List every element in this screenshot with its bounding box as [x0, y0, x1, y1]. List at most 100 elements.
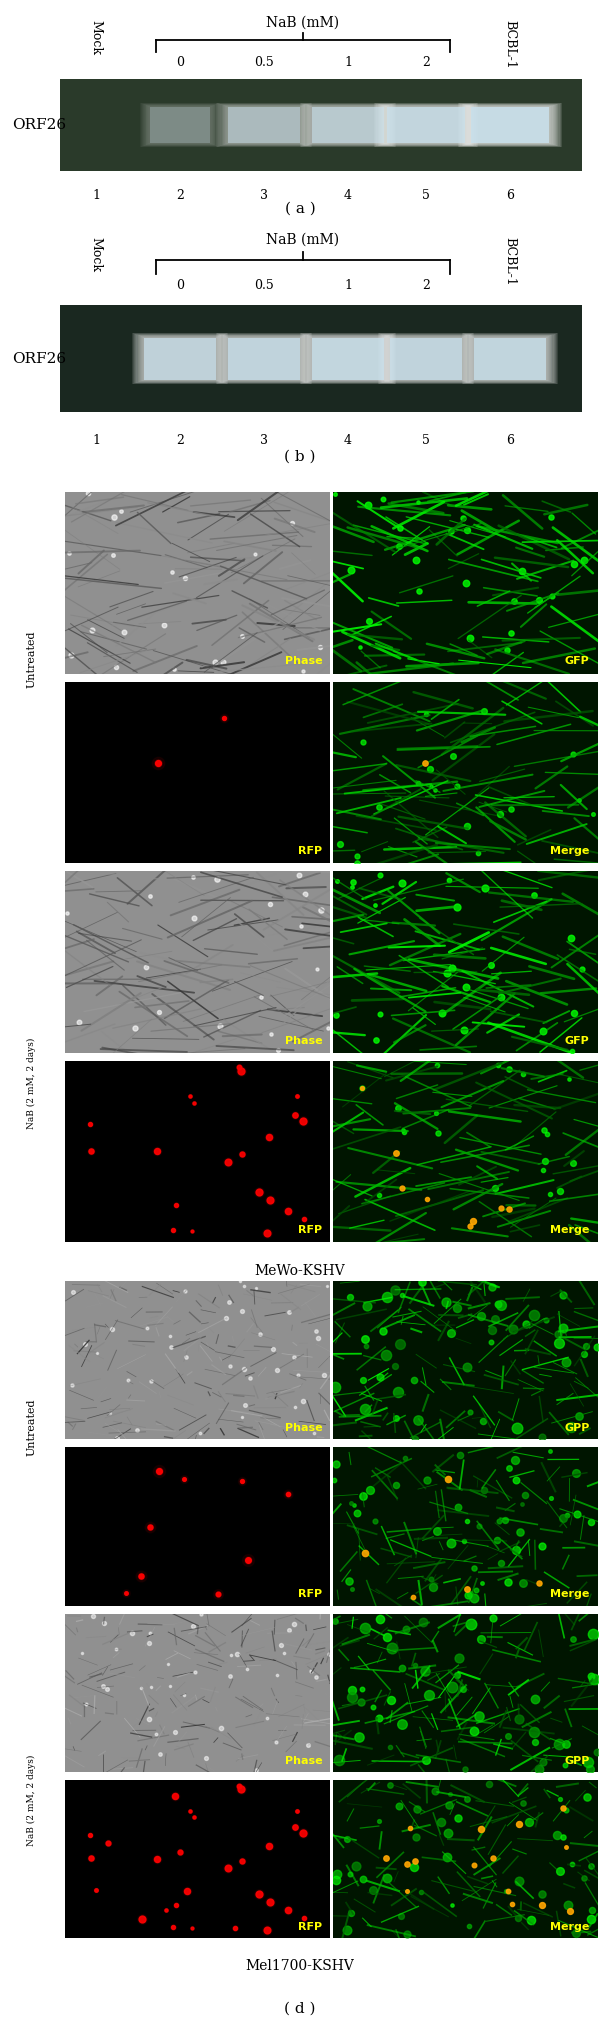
Point [552, 1819, 562, 1852]
Point [503, 1721, 513, 1753]
Point [224, 1285, 234, 1317]
Bar [308, 337, 388, 381]
Point [534, 583, 544, 615]
Bar [464, 105, 556, 145]
Point [386, 1684, 395, 1716]
Point [394, 1789, 404, 1821]
Point [391, 1136, 401, 1168]
Point [442, 1287, 451, 1319]
Point [290, 1390, 300, 1422]
Point [292, 1795, 301, 1827]
Point [171, 1890, 181, 1922]
Text: Untreated: Untreated [26, 1398, 37, 1456]
Point [409, 1363, 418, 1396]
Point [298, 1384, 308, 1416]
Point [223, 1852, 233, 1884]
Bar [224, 105, 304, 145]
Bar [466, 335, 554, 383]
Bar [225, 337, 303, 381]
Point [455, 1438, 465, 1470]
Point [213, 1577, 223, 1610]
Point [399, 1115, 409, 1148]
Point [514, 1807, 524, 1840]
Point [234, 1051, 244, 1083]
Point [107, 1313, 117, 1345]
Text: GPP: GPP [564, 1755, 590, 1765]
Bar [225, 105, 303, 145]
Point [352, 1850, 361, 1882]
Point [179, 1678, 189, 1710]
Point [215, 1011, 225, 1043]
Point [537, 1890, 547, 1922]
Point [121, 1577, 131, 1610]
Point [566, 922, 576, 954]
Text: 1: 1 [92, 190, 100, 202]
Point [145, 1618, 155, 1650]
Point [196, 1597, 206, 1630]
Point [347, 871, 357, 904]
Point [462, 1351, 472, 1384]
Point [225, 1660, 235, 1692]
Point [408, 1581, 418, 1614]
Point [292, 1079, 301, 1111]
Point [410, 1844, 420, 1876]
Point [374, 1702, 384, 1735]
Bar [386, 337, 466, 381]
Text: 2: 2 [176, 190, 184, 202]
Point [462, 1573, 472, 1606]
Text: 3: 3 [260, 434, 268, 448]
Point [476, 1299, 486, 1331]
Bar [141, 337, 219, 381]
Point [86, 1134, 95, 1166]
Text: ORF26: ORF26 [12, 351, 66, 365]
Point [181, 1341, 191, 1374]
Point [182, 1876, 192, 1908]
Point [220, 702, 229, 734]
Point [234, 1051, 244, 1083]
Bar [374, 103, 478, 147]
Point [469, 1714, 479, 1747]
Point [299, 1817, 308, 1850]
Point [145, 1511, 155, 1543]
Bar [380, 105, 472, 145]
Point [356, 1686, 366, 1718]
Point [132, 1414, 142, 1446]
Point [238, 621, 247, 654]
Point [230, 1912, 240, 1944]
Bar [461, 105, 559, 145]
Point [254, 1176, 263, 1208]
Point [385, 1731, 395, 1763]
Point [496, 980, 506, 1013]
Point [421, 1745, 431, 1777]
Point [100, 1608, 109, 1640]
Bar [228, 107, 300, 143]
Point [358, 726, 368, 758]
Bar [308, 105, 388, 145]
Bar [312, 337, 384, 379]
Point [447, 1670, 457, 1702]
Point [410, 1422, 419, 1454]
Point [109, 500, 118, 532]
Bar [388, 337, 464, 381]
Bar [223, 105, 305, 145]
Point [571, 1916, 581, 1948]
Point [289, 1608, 299, 1640]
Point [479, 1474, 488, 1507]
Point [299, 1817, 308, 1850]
Point [374, 1805, 384, 1837]
Text: Mel1700-KSHV: Mel1700-KSHV [245, 1959, 355, 1973]
Point [358, 1864, 368, 1896]
Point [360, 1612, 370, 1644]
Point [292, 1795, 301, 1827]
Point [265, 1184, 275, 1216]
Point [490, 1172, 500, 1204]
Bar [223, 335, 305, 381]
Point [395, 530, 404, 563]
Point [237, 1464, 247, 1497]
Point [188, 1610, 198, 1642]
Point [86, 1842, 95, 1874]
Point [587, 1894, 597, 1926]
Point [232, 1638, 242, 1670]
Point [477, 1567, 487, 1599]
Text: GPP: GPP [564, 1422, 590, 1432]
